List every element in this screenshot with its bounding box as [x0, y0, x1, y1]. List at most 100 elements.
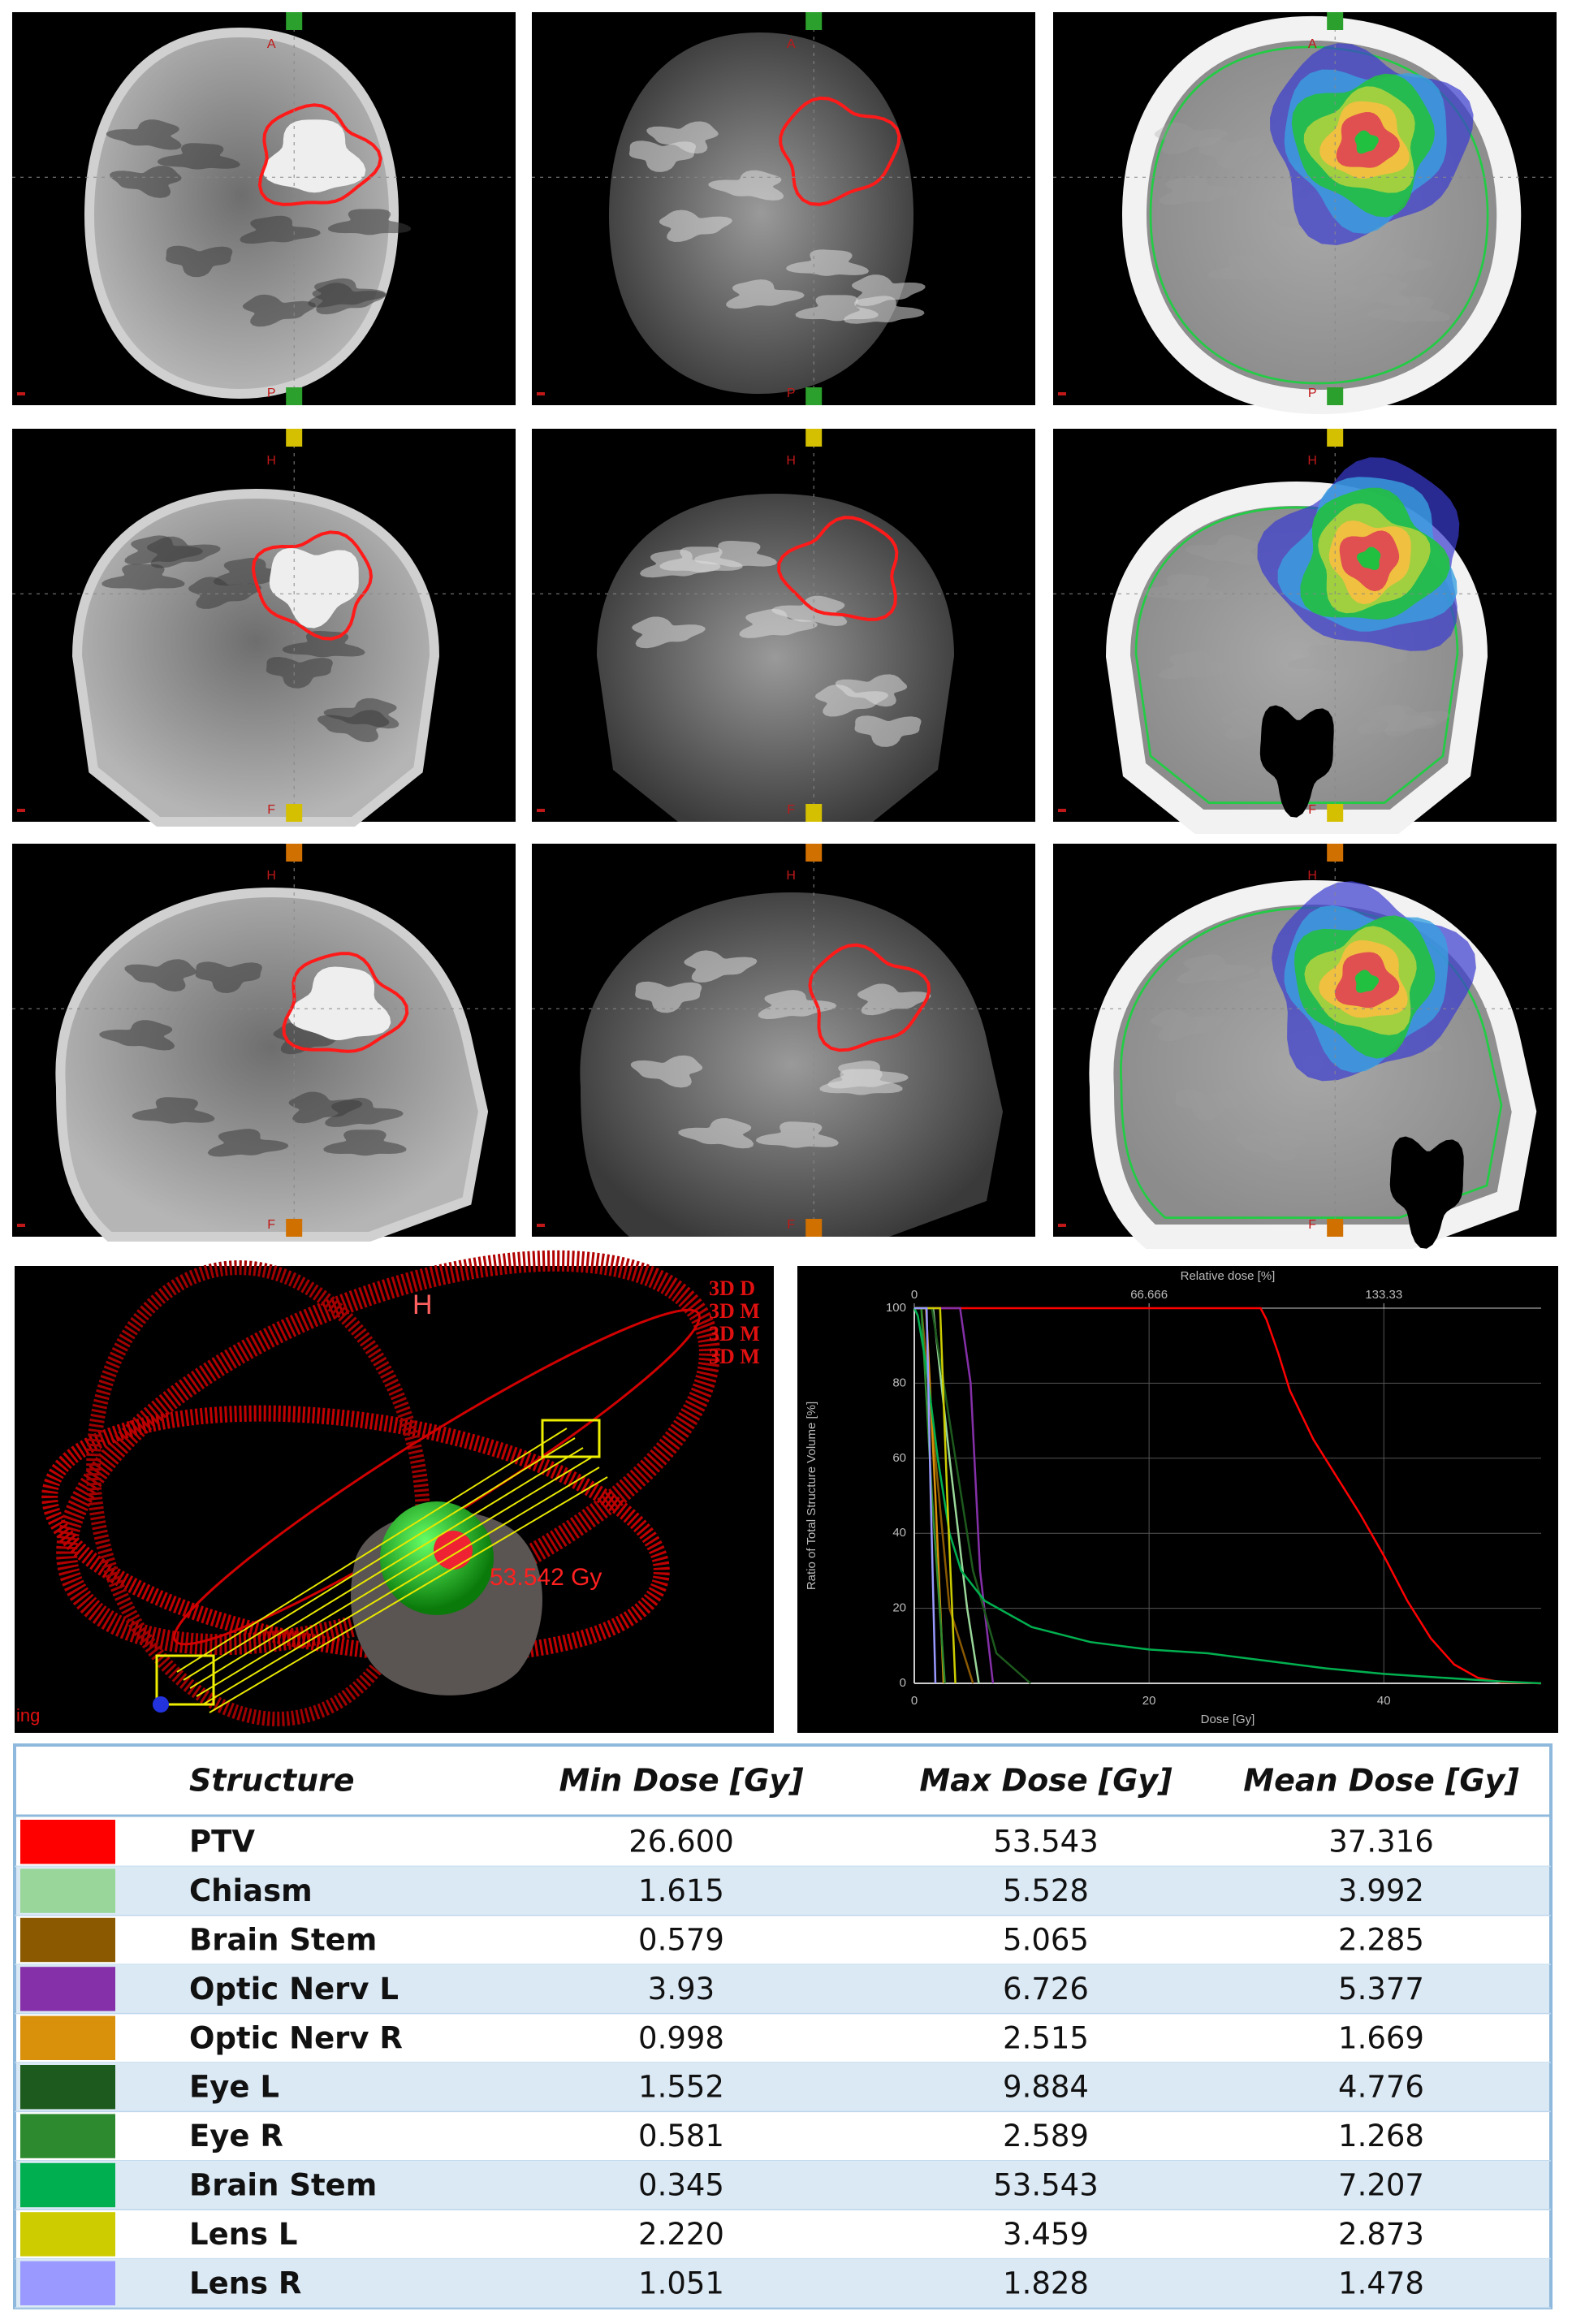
tissue [1207, 255, 1291, 282]
tissue [1158, 651, 1240, 680]
tissue [323, 1130, 407, 1156]
tissue [1142, 574, 1227, 601]
structure-name: Chiasm [189, 1873, 313, 1908]
head-outline [55, 887, 489, 1242]
collimator [155, 1654, 215, 1706]
dose-value: 0.581 [638, 2119, 724, 2153]
scale-marker [17, 392, 25, 395]
dose-value: 7.207 [1338, 2168, 1424, 2203]
dose-label: 53.542 Gy [490, 1564, 602, 1591]
orientation-label: P [1308, 387, 1317, 400]
dvh-curve [914, 1307, 1542, 1685]
y-tick-label: 60 [892, 1451, 906, 1465]
scale-marker [537, 392, 545, 395]
tissue [1151, 1009, 1224, 1042]
tissue [771, 595, 848, 626]
view-marker [805, 804, 823, 822]
tissue [1377, 704, 1451, 737]
tissue [157, 143, 240, 170]
dose-value: 2.220 [638, 2217, 724, 2252]
y-axis-label: Ratio of Total Structure Volume [%] [805, 1402, 818, 1590]
y-tick-label: 100 [886, 1301, 906, 1315]
tissue [1185, 535, 1261, 566]
color-swatch [20, 2162, 115, 2208]
tissue [266, 657, 333, 689]
scale-marker [1058, 392, 1066, 395]
view-marker [805, 387, 823, 405]
tissue [1154, 122, 1228, 155]
tissue [282, 631, 365, 658]
dose-value: 0.345 [638, 2168, 724, 2203]
orientation-label: F [267, 803, 275, 817]
view-marker [286, 804, 303, 822]
arc-ring [86, 1260, 430, 1726]
tissue [288, 1091, 362, 1124]
tissue [166, 245, 233, 278]
collimator [541, 1419, 601, 1458]
tissue [1341, 643, 1409, 676]
tissue [1352, 247, 1433, 275]
dose-wash [1357, 546, 1381, 570]
tissue [726, 279, 805, 309]
dose-value: 4.776 [1338, 2070, 1424, 2105]
color-swatch [20, 1868, 115, 1913]
tissue [678, 1118, 754, 1149]
lesion [288, 966, 391, 1040]
tissue [147, 536, 221, 568]
structure-name: Lens R [189, 2266, 301, 2300]
x2-tick-label: 0 [911, 1288, 918, 1302]
dose-value: 53.543 [993, 2168, 1098, 2203]
tumor-contour [779, 96, 901, 206]
view-marker [286, 387, 303, 405]
column-header: Mean Dose [Gy] [1243, 1763, 1519, 1799]
scan-panel: HF [532, 844, 1035, 1237]
tumor-contour [777, 516, 899, 621]
scan-panel: AP [12, 12, 516, 405]
sinus [1389, 1136, 1464, 1249]
dose-value: 0.579 [638, 1923, 724, 1958]
row-background [16, 1866, 1549, 1916]
legend-text: 3D M [709, 1299, 760, 1323]
tissue [242, 294, 316, 327]
view-marker [805, 12, 823, 30]
tissue [693, 541, 778, 568]
dose-value: 1.615 [638, 1873, 724, 1908]
tissue [1357, 705, 1436, 735]
tissue [635, 981, 702, 1013]
tissue [312, 283, 386, 315]
tissue [786, 249, 870, 276]
tissue [99, 1020, 175, 1051]
tissue [195, 961, 262, 993]
scan-panel: HF [1053, 429, 1557, 834]
tissue [646, 121, 719, 154]
dose-value: 53.543 [993, 1825, 1098, 1860]
orientation-label: H [266, 869, 276, 883]
orientation-label: P [787, 387, 796, 400]
lesion [262, 119, 366, 193]
orientation-label: F [1308, 803, 1316, 817]
tissue [207, 1129, 289, 1157]
color-swatch [20, 1967, 115, 2011]
beam [176, 1428, 568, 1673]
tissue [659, 210, 732, 242]
source [153, 1696, 169, 1713]
dose-value: 2.285 [1338, 1923, 1424, 1958]
tissue [708, 170, 784, 201]
view-marker [286, 1219, 303, 1237]
head-outline [609, 32, 913, 394]
y-tick-label: 20 [892, 1601, 906, 1615]
view-marker [805, 844, 823, 862]
head-outline [597, 494, 954, 822]
beam [189, 1447, 584, 1689]
tissue [857, 983, 931, 1016]
tissue [1367, 296, 1451, 322]
view-marker [1327, 12, 1344, 30]
x-tick-label: 0 [911, 1694, 918, 1708]
structure-name: Lens L [189, 2217, 298, 2252]
scan-panel: HF [1053, 844, 1557, 1249]
dose-value: 6.726 [1003, 1972, 1089, 2007]
beam [209, 1476, 608, 1713]
brain-contour [1149, 45, 1489, 385]
row-background [16, 2160, 1549, 2210]
